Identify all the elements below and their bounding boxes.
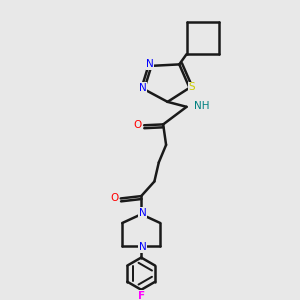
Text: N: N — [146, 59, 154, 69]
Text: N: N — [139, 242, 147, 252]
Text: S: S — [188, 82, 195, 92]
Text: O: O — [134, 120, 142, 130]
Text: NH: NH — [194, 101, 209, 111]
Text: N: N — [139, 83, 147, 93]
Text: F: F — [138, 291, 145, 300]
Text: N: N — [139, 208, 147, 218]
Text: O: O — [110, 193, 118, 203]
